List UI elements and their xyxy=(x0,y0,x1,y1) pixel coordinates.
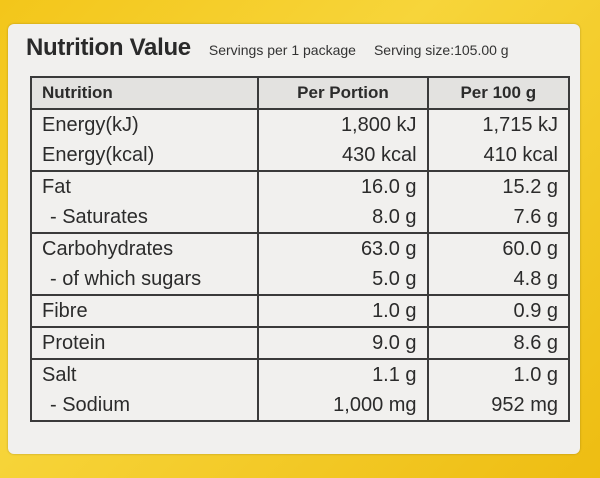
table-body: Energy(kJ) Energy(kcal) 1,800 kJ 430 kcal 1,… xyxy=(29,108,571,422)
per-portion-value-cell: 1.0 g xyxy=(257,294,429,328)
per-portion-value: 16.0 g xyxy=(360,176,417,198)
per-100g-value-cell: 0.9 g xyxy=(426,294,571,328)
table-row: Salt - Sodium 1.1 g 1,000 mg 1.0 g 952 mg xyxy=(29,358,571,422)
table-header-row: Nutrition Per Portion Per 100 g xyxy=(29,76,571,110)
per-100g-value: 952 mg xyxy=(491,394,558,416)
nutrient-name: - of which sugars xyxy=(50,268,202,290)
label-title: Nutrition Value xyxy=(26,34,191,61)
nutrient-name-cell: Fat - Saturates xyxy=(29,170,260,234)
per-100g-value: 1.0 g xyxy=(513,364,558,386)
per-portion-value: 5.0 g xyxy=(372,268,417,290)
per-portion-value: 1,800 kJ xyxy=(340,114,417,136)
serving-size: Serving size:105.00 g xyxy=(373,42,509,58)
table-row: Fat - Saturates 16.0 g 8.0 g 15.2 g 7.6 g xyxy=(29,170,571,234)
per-100g-value-cell: 15.2 g 7.6 g xyxy=(426,170,571,234)
per-portion-value: 1,000 mg xyxy=(333,394,417,416)
nutrient-name-cell: Salt - Sodium xyxy=(29,358,260,422)
per-portion-value-cell: 63.0 g 5.0 g xyxy=(257,232,429,296)
per-100g-value-cell: 1.0 g 952 mg xyxy=(426,358,571,422)
per-100g-value: 1,715 kJ xyxy=(482,114,558,136)
per-100g-value: 7.6 g xyxy=(513,206,558,228)
nutrient-name: - Sodium xyxy=(50,394,131,416)
per-portion-value: 8.0 g xyxy=(372,206,417,228)
column-header-per-100g: Per 100 g xyxy=(426,76,571,110)
nutrient-name: - Saturates xyxy=(50,206,148,228)
per-portion-value-cell: 16.0 g 8.0 g xyxy=(257,170,429,234)
column-header-nutrition: Nutrition xyxy=(29,76,260,110)
per-100g-value-cell: 8.6 g xyxy=(426,326,571,360)
per-portion-value-cell: 9.0 g xyxy=(257,326,429,360)
per-100g-value: 8.6 g xyxy=(513,332,558,354)
per-portion-value: 1.0 g xyxy=(372,300,417,322)
nutrient-name-cell: Protein xyxy=(29,326,260,360)
per-portion-value: 63.0 g xyxy=(360,238,417,260)
nutrient-name: Energy(kJ) xyxy=(42,114,139,136)
per-100g-value-cell: 60.0 g 4.8 g xyxy=(426,232,571,296)
table-row: Energy(kJ) Energy(kcal) 1,800 kJ 430 kcal 1,… xyxy=(29,108,571,172)
per-portion-value-cell: 1,800 kJ 430 kcal xyxy=(257,108,429,172)
per-100g-value: 410 kcal xyxy=(483,144,559,166)
nutrient-name: Fat xyxy=(42,176,71,198)
per-portion-value: 9.0 g xyxy=(372,332,417,354)
per-100g-value-cell: 1,715 kJ 410 kcal xyxy=(426,108,571,172)
per-portion-value: 430 kcal xyxy=(342,144,417,166)
nutrient-name: Protein xyxy=(42,332,106,354)
column-header-per-portion: Per Portion xyxy=(257,76,429,110)
nutrient-name: Salt xyxy=(42,364,77,386)
table-row: Carbohydrates - of which sugars 63.0 g 5.0 … xyxy=(29,232,571,296)
nutrient-name-cell: Carbohydrates - of which sugars xyxy=(29,232,260,296)
nutrient-name: Fibre xyxy=(42,300,88,322)
table-row: Protein 9.0 g 8.6 g xyxy=(29,326,571,360)
per-portion-value: 1.1 g xyxy=(372,364,417,386)
nutrient-name: Carbohydrates xyxy=(42,238,174,260)
label-header: Nutrition Value Servings per 1 package S… xyxy=(26,34,570,70)
nutrient-name-cell: Energy(kJ) Energy(kcal) xyxy=(29,108,260,172)
per-100g-value: 60.0 g xyxy=(502,238,558,260)
nutrition-table: Nutrition Per Portion Per 100 g Energy(k… xyxy=(29,76,571,422)
nutrient-name-cell: Fibre xyxy=(29,294,260,328)
per-100g-value: 4.8 g xyxy=(513,268,558,290)
servings-per-package: Servings per 1 package xyxy=(208,42,356,58)
nutrient-name: Energy(kcal) xyxy=(42,144,155,166)
table-row: Fibre 1.0 g 0.9 g xyxy=(29,294,571,328)
per-portion-value-cell: 1.1 g 1,000 mg xyxy=(257,358,429,422)
per-100g-value: 15.2 g xyxy=(502,176,558,198)
per-100g-value: 0.9 g xyxy=(513,300,558,322)
